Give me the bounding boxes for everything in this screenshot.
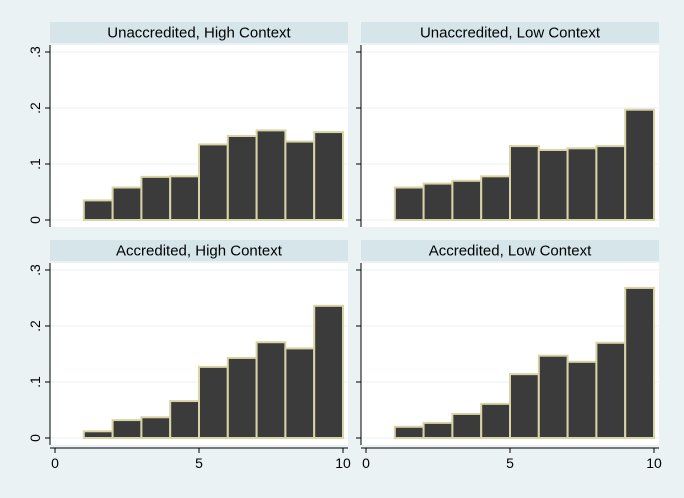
panel-4: Accredited, Low Context 0 5 10: [356, 240, 662, 471]
histogram-bar: [624, 108, 656, 221]
histogram-bar: [509, 373, 540, 440]
histogram-bar: [566, 360, 598, 439]
histogram-bar: [284, 140, 316, 222]
histogram-bar: [313, 304, 345, 439]
y-tick-label: .1: [27, 158, 43, 170]
panel-strip: [361, 240, 659, 261]
x-tick-label: 0: [51, 455, 59, 471]
histogram-bar: [140, 175, 172, 222]
panel-title: Unaccredited, Low Context: [420, 25, 601, 42]
y-tick-label: .2: [27, 102, 43, 114]
histogram-bar: [284, 347, 316, 439]
y-tick-label: .3: [27, 264, 43, 276]
panel-2: Unaccredited, Low Context: [356, 22, 659, 227]
histogram-bar: [198, 365, 229, 440]
y-tick-label: .1: [27, 376, 43, 388]
panel-title: Accredited, Low Context: [429, 243, 592, 260]
histogram-bar: [509, 145, 540, 221]
histogram-bar: [624, 286, 656, 440]
x-tick-label: 10: [335, 455, 351, 471]
histogram-bar: [313, 131, 345, 221]
histogram-bar: [480, 175, 512, 222]
histogram-bar: [255, 341, 287, 439]
histogram-bar: [537, 354, 569, 439]
x-tick-label: 10: [646, 455, 662, 471]
histogram-bar: [226, 135, 258, 221]
y-tick-label: .3: [27, 46, 43, 58]
histogram-bar: [140, 416, 172, 439]
histogram-bar: [198, 143, 229, 221]
histogram-bar: [111, 186, 143, 222]
histogram-bar: [451, 179, 483, 222]
panel-title: Accredited, High Context: [116, 243, 283, 260]
histogram-bar: [82, 430, 114, 439]
panel-3: Accredited, High Context 0 .1 .2 .3 0 5 10: [27, 240, 351, 471]
panel-1: Unaccredited, High Context 0 .1 .2 .3: [27, 22, 348, 227]
histogram-bar: [169, 400, 200, 440]
histogram-bar: [255, 129, 287, 221]
histogram-bar: [422, 421, 454, 440]
histogram-bar: [566, 147, 598, 222]
x-tick-label: 5: [506, 455, 514, 471]
histogram-bar: [451, 412, 483, 440]
panel-title: Unaccredited, High Context: [107, 25, 291, 42]
histogram-bar: [111, 419, 143, 439]
panel-strip: [50, 240, 348, 261]
histogram-bar: [393, 186, 425, 222]
histogram-bar: [480, 402, 512, 439]
histogram-bar: [595, 341, 627, 439]
y-tick-label: 0: [27, 434, 43, 442]
y-tick-label: 0: [27, 216, 43, 224]
histogram-bar: [169, 175, 200, 222]
y-tick-label: .2: [27, 320, 43, 332]
histogram-bar: [393, 425, 425, 439]
panel-strip: [50, 22, 348, 43]
histogram-bar: [226, 356, 258, 440]
histogram-bar: [82, 199, 114, 221]
panel-strip: [361, 22, 659, 43]
x-tick-label: 5: [195, 455, 203, 471]
x-tick-label: 0: [362, 455, 370, 471]
histogram-bar: [422, 182, 454, 222]
histogram-bar: [537, 149, 569, 221]
histogram-bar: [595, 145, 627, 221]
